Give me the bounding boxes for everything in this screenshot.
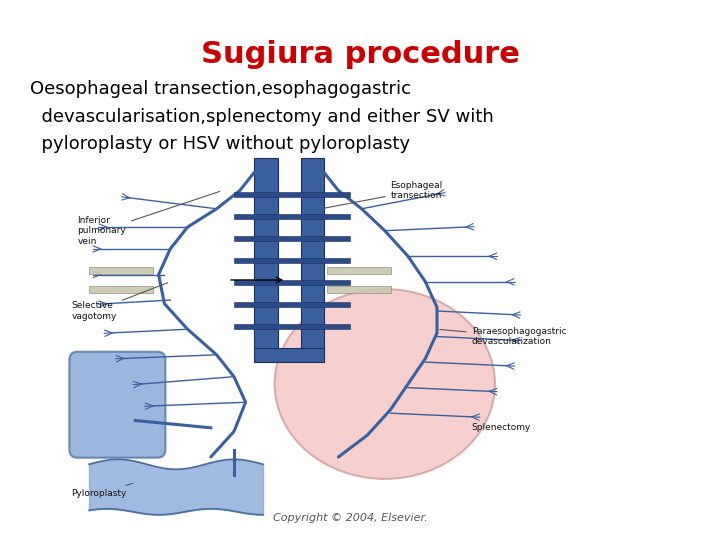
- Bar: [301, 158, 324, 355]
- Bar: [234, 214, 350, 219]
- Bar: [327, 286, 390, 293]
- Text: devascularisation,splenectomy and either SV with: devascularisation,splenectomy and either…: [30, 108, 494, 126]
- Text: Pyloroplasty: Pyloroplasty: [71, 483, 132, 498]
- Text: Sugiura procedure: Sugiura procedure: [201, 40, 519, 69]
- Bar: [234, 258, 350, 263]
- Bar: [234, 280, 350, 285]
- Text: Esophageal
transection: Esophageal transection: [324, 181, 443, 208]
- Bar: [89, 267, 153, 274]
- Bar: [254, 158, 277, 355]
- Text: Paraesophagogastric
devascularization: Paraesophagogastric devascularization: [440, 327, 567, 346]
- Text: Copyright © 2004, Elsevier.: Copyright © 2004, Elsevier.: [273, 512, 427, 523]
- Text: pyloroplasty or HSV without pyloroplasty: pyloroplasty or HSV without pyloroplasty: [30, 135, 410, 153]
- Text: Splenectomy: Splenectomy: [472, 423, 531, 433]
- Text: Selective
vagotomy: Selective vagotomy: [71, 283, 168, 321]
- FancyBboxPatch shape: [69, 352, 166, 458]
- Text: Inferior
pulmonary
vein: Inferior pulmonary vein: [78, 191, 220, 246]
- Bar: [254, 348, 324, 362]
- Ellipse shape: [274, 289, 495, 479]
- Text: Oesophageal transection,esophagogastric: Oesophageal transection,esophagogastric: [30, 80, 411, 98]
- Bar: [234, 192, 350, 197]
- Bar: [234, 302, 350, 307]
- Bar: [234, 323, 350, 329]
- Bar: [234, 236, 350, 241]
- Bar: [327, 267, 390, 274]
- Bar: [89, 286, 153, 293]
